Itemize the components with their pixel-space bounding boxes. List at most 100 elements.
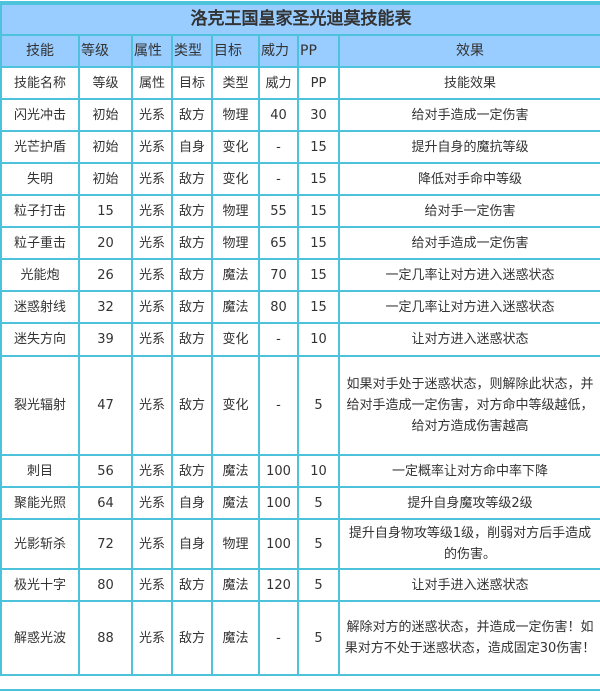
- cell-effect: 如果对手处于迷惑状态，则解除此状态，并给对手造成一定伤害，对方命中等级越低，给对…: [338, 355, 600, 456]
- cell-skill-name: 迷失方向: [0, 322, 80, 357]
- cell-skill-name: 粒子打击: [0, 194, 80, 228]
- skill-table: 洛克王国皇家圣光迪莫技能表 技能 等级 属性 类型 目标 威力 PP 效果 技能…: [0, 3, 600, 676]
- cell-pp: 15: [297, 258, 340, 292]
- cell-target: 敌方: [171, 258, 213, 292]
- cell-level: 72: [78, 518, 133, 570]
- cell-power: 100: [258, 518, 299, 570]
- next-table-edge: [0, 689, 600, 692]
- cell-type: 变化: [211, 130, 260, 164]
- cell-power: 55: [258, 194, 299, 228]
- cell-type: 魔法: [211, 568, 260, 602]
- cell-pp: 5: [297, 518, 340, 570]
- cell-type: 魔法: [211, 486, 260, 520]
- cell-power: -: [258, 600, 299, 676]
- cell-effect: 让对手进入迷惑状态: [338, 568, 600, 602]
- cell-attribute: 光系: [131, 98, 173, 132]
- cell-skill-name: 解惑光波: [0, 600, 80, 676]
- cell-effect: 给对手造成一定伤害: [338, 226, 600, 260]
- cell-type: 魔法: [211, 258, 260, 292]
- table-row: 刺目 56 光系 敌方 魔法 100 10 一定概率让对方命中率下降: [0, 454, 600, 488]
- cell-target: 敌方: [171, 194, 213, 228]
- cell-skill-name: 光芒护盾: [0, 130, 80, 164]
- header-attribute: 属性: [131, 34, 173, 68]
- cell-effect: 一定几率让对方进入迷惑状态: [338, 258, 600, 292]
- table-row: 裂光辐射 47 光系 敌方 变化 -5 如果对手处于迷惑状态，则解除此状态，并给对手造成一定…: [0, 355, 600, 456]
- cell-level: 88: [78, 600, 133, 676]
- table-row: 聚能光照 64 光系 自身 魔法 100 5 提升自身魔攻等级2级: [0, 486, 600, 520]
- cell-effect: 给对手造成一定伤害: [338, 98, 600, 132]
- cell-pp: 15: [297, 130, 340, 164]
- cell-power: -: [258, 162, 299, 196]
- header-effect: 效果: [338, 34, 600, 68]
- cell-power: 100: [258, 486, 299, 520]
- cell-attribute: 光系: [131, 194, 173, 228]
- cell-target: 自身: [171, 130, 213, 164]
- cell-skill-name: 闪光冲击: [0, 98, 80, 132]
- cell-target: 敌方: [171, 98, 213, 132]
- cell-target: 自身: [171, 486, 213, 520]
- cell-power: -: [258, 322, 299, 357]
- cell-pp: 15: [297, 194, 340, 228]
- cell-power: -: [258, 355, 299, 456]
- cell-pp: PP: [297, 66, 340, 100]
- cell-pp: 5: [297, 486, 340, 520]
- table-row: 迷惑射线 32 光系 敌方 魔法 80 15 一定几率让对方进入迷惑状态: [0, 290, 600, 324]
- cell-level: 等级: [78, 66, 133, 100]
- cell-skill-name: 极光十字: [0, 568, 80, 602]
- cell-power: 80: [258, 290, 299, 324]
- cell-type: 变化: [211, 322, 260, 357]
- cell-target: 敌方: [171, 600, 213, 676]
- header-pp: PP: [297, 34, 340, 68]
- cell-attribute: 光系: [131, 454, 173, 488]
- table-title: 洛克王国皇家圣光迪莫技能表: [0, 3, 600, 36]
- cell-pp: 15: [297, 290, 340, 324]
- cell-type: 魔法: [211, 454, 260, 488]
- table-row: 粒子打击 15 光系 敌方 物理 55 15 给对手一定伤害: [0, 194, 600, 228]
- cell-power: 威力: [258, 66, 299, 100]
- cell-effect: 提升自身物攻等级1级，削弱对方后手造成的伤害。: [338, 518, 600, 570]
- cell-attribute: 光系: [131, 568, 173, 602]
- cell-level: 26: [78, 258, 133, 292]
- cell-pp: 30: [297, 98, 340, 132]
- cell-target: 敌方: [171, 454, 213, 488]
- cell-attribute: 光系: [131, 486, 173, 520]
- cell-type: 类型: [211, 66, 260, 100]
- cell-attribute: 光系: [131, 290, 173, 324]
- table-row: 极光十字 80 光系 敌方 魔法 120 5 让对手进入迷惑状态: [0, 568, 600, 602]
- table-row: 粒子重击 20 光系 敌方 物理 65 15 给对手造成一定伤害: [0, 226, 600, 260]
- table-row: 光能炮 26 光系 敌方 魔法 70 15 一定几率让对方进入迷惑状态: [0, 258, 600, 292]
- header-target: 目标: [211, 34, 260, 68]
- cell-skill-name: 聚能光照: [0, 486, 80, 520]
- cell-attribute: 光系: [131, 258, 173, 292]
- cell-level: 初始: [78, 162, 133, 196]
- cell-skill-name: 迷惑射线: [0, 290, 80, 324]
- cell-skill-name: 光影斩杀: [0, 518, 80, 570]
- cell-level: 80: [78, 568, 133, 602]
- header-type: 类型: [171, 34, 213, 68]
- cell-level: 15: [78, 194, 133, 228]
- cell-type: 物理: [211, 98, 260, 132]
- table-row: 光芒护盾 初始 光系 自身 变化 -15 提升自身的魔抗等级: [0, 130, 600, 164]
- cell-level: 32: [78, 290, 133, 324]
- table-row: 闪光冲击 初始 光系 敌方 物理 40 30 给对手造成一定伤害: [0, 98, 600, 132]
- cell-power: 65: [258, 226, 299, 260]
- cell-effect: 技能效果: [338, 66, 600, 100]
- cell-skill-name: 刺目: [0, 454, 80, 488]
- cell-pp: 10: [297, 454, 340, 488]
- cell-pp: 15: [297, 226, 340, 260]
- cell-power: 100: [258, 454, 299, 488]
- cell-effect: 提升自身的魔抗等级: [338, 130, 600, 164]
- header-row: 技能 等级 属性 类型 目标 威力 PP 效果: [0, 34, 600, 68]
- cell-target: 敌方: [171, 568, 213, 602]
- cell-attribute: 光系: [131, 355, 173, 456]
- table-row: 技能名称 等级 属性 目标 类型 威力 PP 技能效果: [0, 66, 600, 100]
- cell-target: 目标: [171, 66, 213, 100]
- cell-effect: 提升自身魔攻等级2级: [338, 486, 600, 520]
- table-row: 解惑光波 88 光系 敌方 魔法 -5 解除对方的迷惑状态，并造成一定伤害！如果对方不处于迷…: [0, 600, 600, 676]
- cell-attribute: 光系: [131, 518, 173, 570]
- cell-type: 变化: [211, 162, 260, 196]
- cell-target: 敌方: [171, 322, 213, 357]
- cell-level: 初始: [78, 130, 133, 164]
- cell-pp: 5: [297, 568, 340, 602]
- previous-table-edge: [0, 0, 600, 3]
